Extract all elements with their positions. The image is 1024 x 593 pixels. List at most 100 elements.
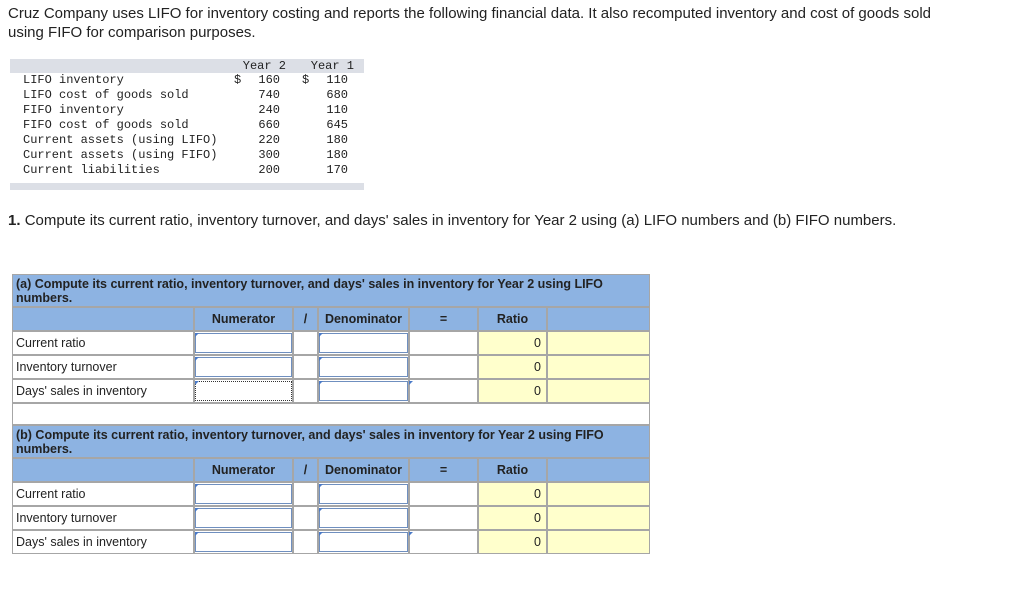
data-value: 110 [326, 73, 348, 87]
extra-cell [547, 482, 650, 506]
table-cell [293, 506, 318, 530]
data-table: Year 2 Year 1 LIFO inventory $160 $110 LIFO c… [10, 59, 364, 190]
table-cell [293, 530, 318, 554]
row-label: Current ratio [12, 331, 194, 355]
data-value: 240 [258, 103, 280, 117]
dropdown-marker [409, 532, 413, 536]
extra-cell [547, 331, 650, 355]
data-value: 200 [258, 163, 280, 177]
table-cell [194, 482, 293, 506]
denominator-input[interactable] [319, 357, 408, 377]
dropdown-marker [319, 484, 323, 488]
column-header: Denominator [318, 307, 409, 331]
table-cell [194, 530, 293, 554]
numerator-input[interactable] [195, 333, 292, 353]
dropdown-marker [195, 381, 199, 385]
data-value: 645 [326, 118, 348, 132]
column-header: = [409, 307, 478, 331]
intro-text: Cruz Company uses LIFO for inventory cos… [8, 5, 931, 41]
dropdown-marker [319, 532, 323, 536]
row-label: Inventory turnover [12, 355, 194, 379]
data-value: 660 [258, 118, 280, 132]
column-header: = [409, 458, 478, 482]
data-value: 180 [326, 133, 348, 147]
ratio-cell: 0 [478, 506, 547, 530]
table-cell [409, 530, 478, 554]
column-header: Ratio [478, 458, 547, 482]
question-text: Compute its current ratio, inventory tur… [24, 212, 897, 229]
ratio-cell: 0 [478, 482, 547, 506]
denominator-input[interactable] [319, 381, 408, 401]
table-cell [318, 530, 409, 554]
table-cell [194, 506, 293, 530]
numerator-input[interactable] [195, 532, 292, 552]
dropdown-marker [195, 508, 199, 512]
row-label: Days' sales in inventory [12, 530, 194, 554]
table-cell [409, 506, 478, 530]
footer-band [10, 183, 364, 190]
question-number: 1. [8, 212, 21, 229]
ratio-cell: 0 [478, 355, 547, 379]
denominator-input[interactable] [319, 532, 408, 552]
extra-cell [547, 506, 650, 530]
denominator-input[interactable] [319, 333, 408, 353]
currency-symbol: $ [234, 73, 242, 87]
dropdown-marker [319, 357, 323, 361]
data-value: 110 [326, 103, 348, 117]
extra-cell [547, 530, 650, 554]
header-cell [547, 458, 650, 482]
row-label: Inventory turnover [12, 506, 194, 530]
header-cell [547, 307, 650, 331]
numerator-input[interactable] [195, 508, 292, 528]
dropdown-marker [319, 381, 323, 385]
table-cell [409, 331, 478, 355]
data-value: 740 [258, 88, 280, 102]
column-header: / [293, 307, 318, 331]
column-header: Numerator [194, 307, 293, 331]
table-cell [318, 506, 409, 530]
column-header: Denominator [318, 458, 409, 482]
data-value: 220 [258, 133, 280, 147]
row-label: FIFO cost of goods sold [23, 118, 189, 132]
table-cell [293, 331, 318, 355]
extra-cell [547, 355, 650, 379]
table-cell [409, 482, 478, 506]
data-value: 170 [326, 163, 348, 177]
header-band [10, 59, 364, 73]
column-header: Year 2 [242, 59, 286, 73]
denominator-input[interactable] [319, 508, 408, 528]
table-cell [318, 331, 409, 355]
data-value: 160 [258, 73, 280, 87]
ratio-cell: 0 [478, 530, 547, 554]
numerator-input[interactable] [195, 381, 292, 401]
dropdown-marker [195, 532, 199, 536]
header-cell [12, 307, 194, 331]
row-label: LIFO cost of goods sold [23, 88, 189, 102]
dropdown-marker [195, 357, 199, 361]
numerator-input[interactable] [195, 357, 292, 377]
dropdown-marker [195, 333, 199, 337]
part-heading: (b) Compute its current ratio, inventory… [12, 425, 650, 458]
data-value: 680 [326, 88, 348, 102]
denominator-input[interactable] [319, 484, 408, 504]
row-label: Current assets (using LIFO) [23, 133, 218, 147]
row-label: Current liabilities [23, 163, 160, 177]
row-label: LIFO inventory [23, 73, 124, 87]
numerator-input[interactable] [195, 484, 292, 504]
header-cell [12, 458, 194, 482]
table-cell [293, 379, 318, 403]
row-label: FIFO inventory [23, 103, 124, 117]
row-label: Current assets (using FIFO) [23, 148, 218, 162]
table-cell [409, 355, 478, 379]
table-cell [194, 331, 293, 355]
data-value: 300 [258, 148, 280, 162]
ratio-cell: 0 [478, 379, 547, 403]
currency-symbol: $ [302, 73, 310, 87]
table-cell [293, 355, 318, 379]
dropdown-marker [319, 508, 323, 512]
dropdown-marker [195, 484, 199, 488]
row-label: Days' sales in inventory [12, 379, 194, 403]
part-heading: (a) Compute its current ratio, inventory… [12, 274, 650, 307]
